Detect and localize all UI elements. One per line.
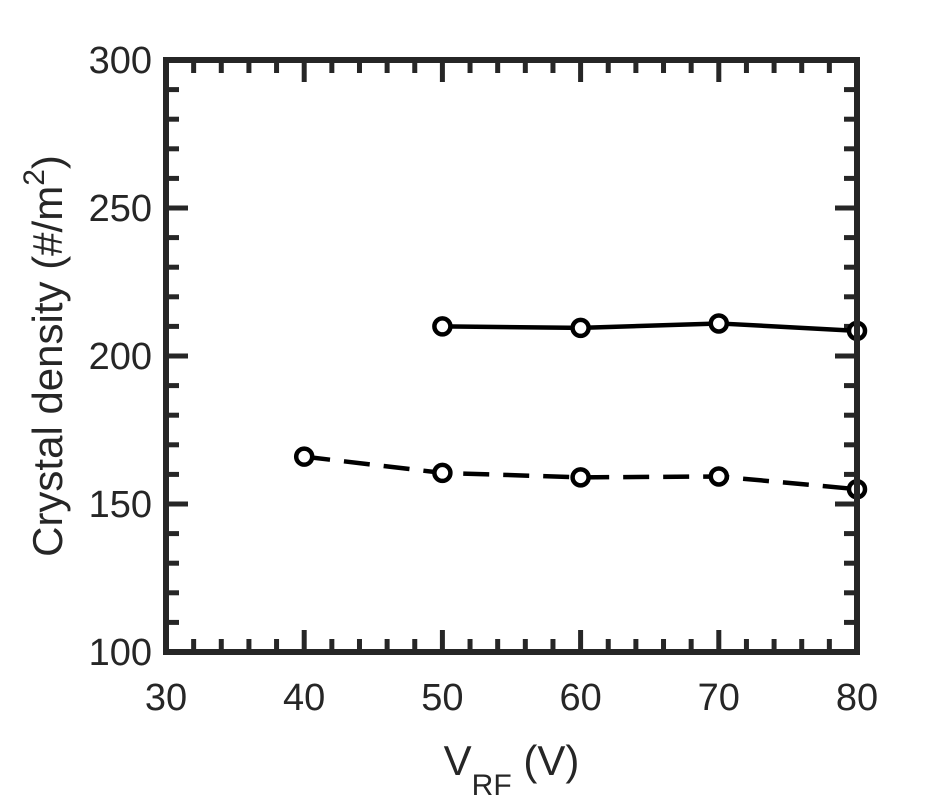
y-tick-label: 200 bbox=[89, 336, 152, 378]
data-point-dashed bbox=[432, 462, 453, 484]
series-layer bbox=[293, 313, 868, 500]
x-axis-title-main: V bbox=[444, 737, 472, 784]
y-tick-label: 300 bbox=[89, 40, 152, 82]
series-line-solid bbox=[442, 321, 858, 334]
x-axis-title-sub: RF bbox=[472, 769, 512, 802]
x-tick-label: 30 bbox=[145, 677, 187, 719]
y-tick-label: 100 bbox=[89, 632, 152, 674]
x-tick-label: 60 bbox=[559, 677, 601, 719]
x-axis-title-unit: (V) bbox=[512, 737, 580, 784]
x-tick-label: 80 bbox=[836, 677, 878, 719]
tick-labels: 30 40 50 60 70 80 100 150 200 250 300 bbox=[89, 40, 879, 719]
data-point-solid bbox=[708, 313, 730, 334]
y-tick-label: 250 bbox=[89, 188, 152, 230]
x-tick-label: 40 bbox=[283, 677, 325, 719]
y-axis-title-sup: 2 bbox=[18, 169, 51, 186]
axis-ticks bbox=[163, 57, 860, 655]
data-point-dashed bbox=[708, 466, 730, 487]
y-axis-title-end: ) bbox=[24, 155, 71, 169]
data-point-solid bbox=[432, 316, 453, 337]
data-point-dashed bbox=[570, 467, 591, 488]
x-axis-title: VRF (V) bbox=[444, 737, 580, 802]
y-axis-title-main: Crystal density (#/m bbox=[24, 186, 71, 557]
data-point-solid bbox=[570, 317, 591, 339]
x-tick-label: 70 bbox=[698, 677, 740, 719]
y-tick-label: 150 bbox=[89, 484, 152, 526]
series-line-dashed bbox=[303, 454, 858, 492]
plot-frame bbox=[163, 57, 860, 655]
x-tick-label: 50 bbox=[421, 677, 463, 719]
data-point-dashed bbox=[293, 446, 315, 467]
y-axis-title: Crystal density (#/m2) bbox=[18, 155, 71, 557]
